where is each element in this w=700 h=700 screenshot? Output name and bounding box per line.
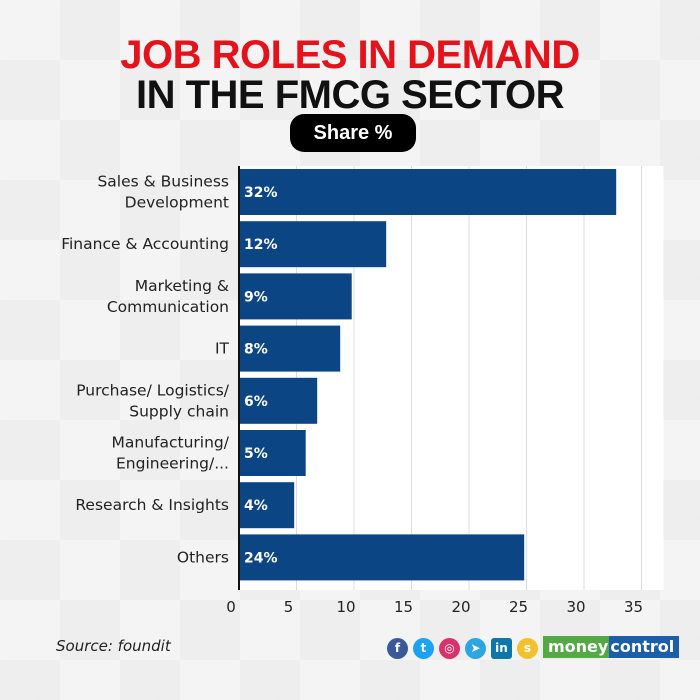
bar bbox=[239, 482, 295, 529]
category-label: Finance & Accounting bbox=[61, 235, 229, 253]
category-label: Research & Insights bbox=[75, 496, 229, 514]
category-label: Development bbox=[125, 194, 229, 212]
twitter-icon[interactable]: t bbox=[413, 638, 434, 659]
title-line-2: IN THE FMCG SECTOR bbox=[135, 73, 565, 117]
category-label: Engineering/... bbox=[116, 455, 229, 473]
bar bbox=[239, 169, 617, 215]
category-label: Supply chain bbox=[129, 402, 229, 420]
data-label: 4% bbox=[244, 498, 268, 514]
x-tick-label: 15 bbox=[394, 598, 413, 616]
bar bbox=[239, 221, 387, 268]
logo-part-control: control bbox=[609, 636, 680, 658]
instagram-icon[interactable]: ◎ bbox=[439, 638, 460, 659]
x-tick-label: 20 bbox=[451, 598, 470, 616]
category-label: Manufacturing/ bbox=[112, 434, 230, 452]
category-label: Sales & Business bbox=[97, 173, 229, 191]
title-line-1: JOB ROLES IN DEMAND bbox=[120, 33, 580, 77]
category-label: Purchase/ Logistics/ bbox=[76, 381, 230, 399]
bar bbox=[239, 325, 341, 372]
x-tick-label: 35 bbox=[624, 598, 643, 616]
x-tick-label: 0 bbox=[226, 598, 236, 616]
x-tick-label: 30 bbox=[566, 598, 585, 616]
moneycontrol-logo: money control bbox=[543, 636, 680, 658]
data-label: 32% bbox=[244, 185, 278, 201]
data-label: 8% bbox=[244, 342, 268, 358]
x-tick-label: 10 bbox=[336, 598, 355, 616]
data-label: 6% bbox=[244, 394, 268, 410]
facebook-icon[interactable]: f bbox=[387, 638, 408, 659]
x-tick-label: 5 bbox=[284, 598, 294, 616]
bar bbox=[239, 430, 306, 476]
data-label: 9% bbox=[244, 289, 268, 305]
bar bbox=[239, 377, 318, 424]
category-label: Marketing & bbox=[135, 277, 229, 295]
share-percent-pill: Share % bbox=[290, 114, 416, 152]
category-label: Communication bbox=[107, 298, 229, 316]
data-label: 24% bbox=[244, 550, 278, 566]
linkedin-icon[interactable]: in bbox=[491, 638, 512, 659]
data-label: 12% bbox=[244, 237, 278, 253]
data-label: 5% bbox=[244, 446, 268, 462]
bar bbox=[239, 534, 525, 581]
category-label: Others bbox=[177, 548, 229, 566]
sharechat-icon[interactable]: s bbox=[517, 638, 538, 659]
source-note: Source: foundit bbox=[56, 637, 171, 655]
x-tick-label: 25 bbox=[509, 598, 528, 616]
logo-part-money: money bbox=[543, 636, 610, 658]
telegram-icon[interactable]: ➤ bbox=[465, 638, 486, 659]
bar bbox=[239, 273, 352, 320]
category-label: IT bbox=[215, 340, 230, 358]
